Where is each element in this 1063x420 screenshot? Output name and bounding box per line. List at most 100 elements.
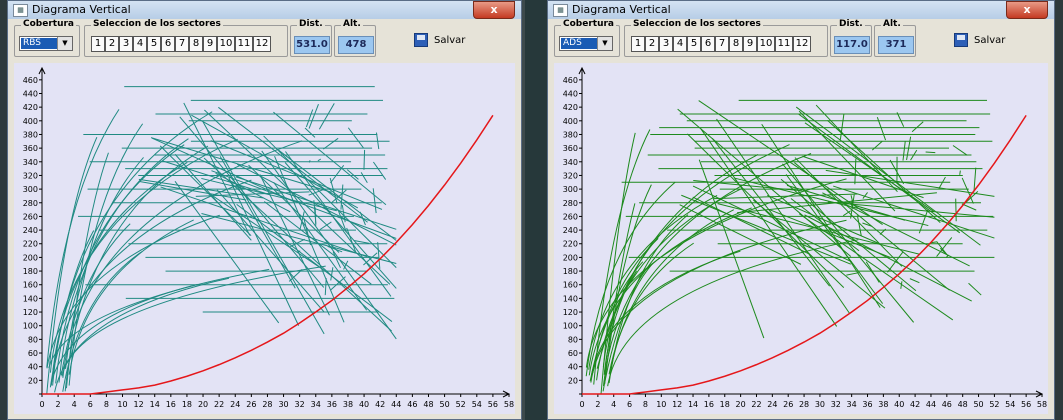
- x-tick-label: 22: [751, 400, 761, 409]
- track-climb: [603, 154, 759, 373]
- alt-value: 371: [878, 36, 914, 54]
- track-descent: [780, 178, 917, 292]
- sector-button-7[interactable]: 7: [715, 36, 729, 52]
- close-button[interactable]: x: [1006, 1, 1048, 19]
- y-tick-label: 320: [23, 171, 38, 180]
- title-bar[interactable]: ▦ Diagrama Vertical x: [8, 1, 521, 19]
- x-tick-label: 36: [327, 400, 337, 409]
- track-climb: [46, 214, 220, 369]
- track-cluster: [856, 215, 862, 236]
- cobertura-group: Cobertura RBS ▼: [14, 19, 80, 57]
- sector-button-2[interactable]: 2: [645, 36, 659, 52]
- y-tick-label: 20: [568, 376, 578, 385]
- track-descent: [160, 186, 368, 258]
- vertical-diagram-plot[interactable]: 0 2 4 6 8 10 12 14 16 18 20 22 24 26 28 30 32 34 36 38 40 42 4…: [554, 63, 1048, 414]
- track-descent: [679, 204, 802, 265]
- y-tick-label: 240: [563, 226, 578, 235]
- track-cluster: [902, 141, 906, 161]
- track-descent: [191, 114, 359, 209]
- track-climb: [603, 203, 636, 375]
- y-tick-label: 40: [28, 363, 38, 372]
- x-tick-label: 8: [643, 400, 648, 409]
- cobertura-selected-value: ADS: [561, 38, 597, 49]
- window-title: Diagrama Vertical: [572, 3, 671, 16]
- sector-button-12[interactable]: 12: [253, 36, 271, 52]
- sector-button-8[interactable]: 8: [189, 36, 203, 52]
- sector-button-3[interactable]: 3: [119, 36, 133, 52]
- x-tick-label: 14: [150, 400, 160, 409]
- save-button[interactable]: Salvar: [954, 33, 1005, 47]
- y-tick-label: 260: [23, 212, 38, 221]
- y-tick-label: 80: [568, 335, 578, 344]
- coverage-curve: [582, 114, 1027, 395]
- y-tick-label: 120: [563, 308, 578, 317]
- cobertura-selected-value: RBS: [21, 38, 57, 49]
- y-tick-label: 300: [563, 185, 578, 194]
- title-bar[interactable]: ▦ Diagrama Vertical x: [548, 1, 1054, 19]
- sector-button-7[interactable]: 7: [175, 36, 189, 52]
- sector-button-11[interactable]: 11: [775, 36, 793, 52]
- cobertura-group: Cobertura ADS ▼: [554, 19, 620, 57]
- flight-tracks: [46, 86, 397, 394]
- sector-button-1[interactable]: 1: [631, 36, 645, 52]
- sector-button-12[interactable]: 12: [793, 36, 811, 52]
- track-cluster: [865, 261, 880, 283]
- track-descent: [693, 180, 802, 192]
- chevron-down-icon[interactable]: ▼: [57, 37, 72, 50]
- sector-button-6[interactable]: 6: [701, 36, 715, 52]
- x-tick-label: 56: [488, 400, 498, 409]
- sector-button-10[interactable]: 10: [757, 36, 775, 52]
- sector-button-5[interactable]: 5: [687, 36, 701, 52]
- x-tick-label: 20: [736, 400, 746, 409]
- track-cluster: [341, 204, 346, 223]
- track-cluster: [938, 176, 946, 189]
- y-tick-label: 160: [23, 281, 38, 290]
- cobertura-select[interactable]: RBS ▼: [19, 36, 73, 51]
- vertical-diagram-plot[interactable]: 0 2 4 6 8 10 12 14 16 18 20 22 24 26 28 30 32 34 36 38 40 42 4…: [14, 63, 515, 414]
- track-cluster: [308, 104, 319, 129]
- track-descent: [692, 185, 852, 263]
- sector-button-10[interactable]: 10: [217, 36, 235, 52]
- save-button[interactable]: Salvar: [414, 33, 465, 47]
- track-cluster: [347, 127, 364, 149]
- x-tick-label: 52: [989, 400, 999, 409]
- x-tick-label: 40: [359, 400, 369, 409]
- dist-group: Dist. 531.0: [290, 19, 332, 57]
- sector-button-1[interactable]: 1: [91, 36, 105, 52]
- track-cluster: [879, 228, 887, 235]
- sector-button-4[interactable]: 4: [133, 36, 147, 52]
- track-climb: [585, 181, 676, 377]
- track-cluster: [304, 127, 316, 138]
- track-cluster: [329, 177, 338, 204]
- cobertura-select[interactable]: ADS ▼: [559, 36, 613, 51]
- x-tick-label: 42: [910, 400, 920, 409]
- track-descent: [681, 194, 851, 265]
- sector-button-11[interactable]: 11: [235, 36, 253, 52]
- x-tick-label: 58: [1037, 400, 1047, 409]
- track-cluster: [850, 195, 854, 204]
- sector-button-8[interactable]: 8: [729, 36, 743, 52]
- track-cluster: [324, 278, 327, 296]
- x-tick-label: 4: [611, 400, 616, 409]
- track-cluster: [359, 211, 366, 226]
- track-descent: [151, 137, 295, 203]
- x-tick-label: 44: [391, 400, 401, 409]
- track-cluster: [959, 170, 961, 175]
- sector-button-3[interactable]: 3: [659, 36, 673, 52]
- track-descent: [208, 192, 325, 271]
- sector-button-2[interactable]: 2: [105, 36, 119, 52]
- y-tick-label: 380: [563, 130, 578, 139]
- sector-button-5[interactable]: 5: [147, 36, 161, 52]
- dist-value: 117.0: [834, 36, 870, 54]
- sector-button-9[interactable]: 9: [203, 36, 217, 52]
- chevron-down-icon[interactable]: ▼: [597, 37, 612, 50]
- track-descent: [236, 163, 397, 246]
- sector-button-9[interactable]: 9: [743, 36, 757, 52]
- sector-button-6[interactable]: 6: [161, 36, 175, 52]
- sector-button-4[interactable]: 4: [673, 36, 687, 52]
- track-cluster: [330, 189, 347, 204]
- track-cluster: [854, 158, 857, 185]
- track-cluster: [303, 218, 312, 246]
- app-icon: ▦: [553, 4, 568, 17]
- close-button[interactable]: x: [473, 1, 515, 19]
